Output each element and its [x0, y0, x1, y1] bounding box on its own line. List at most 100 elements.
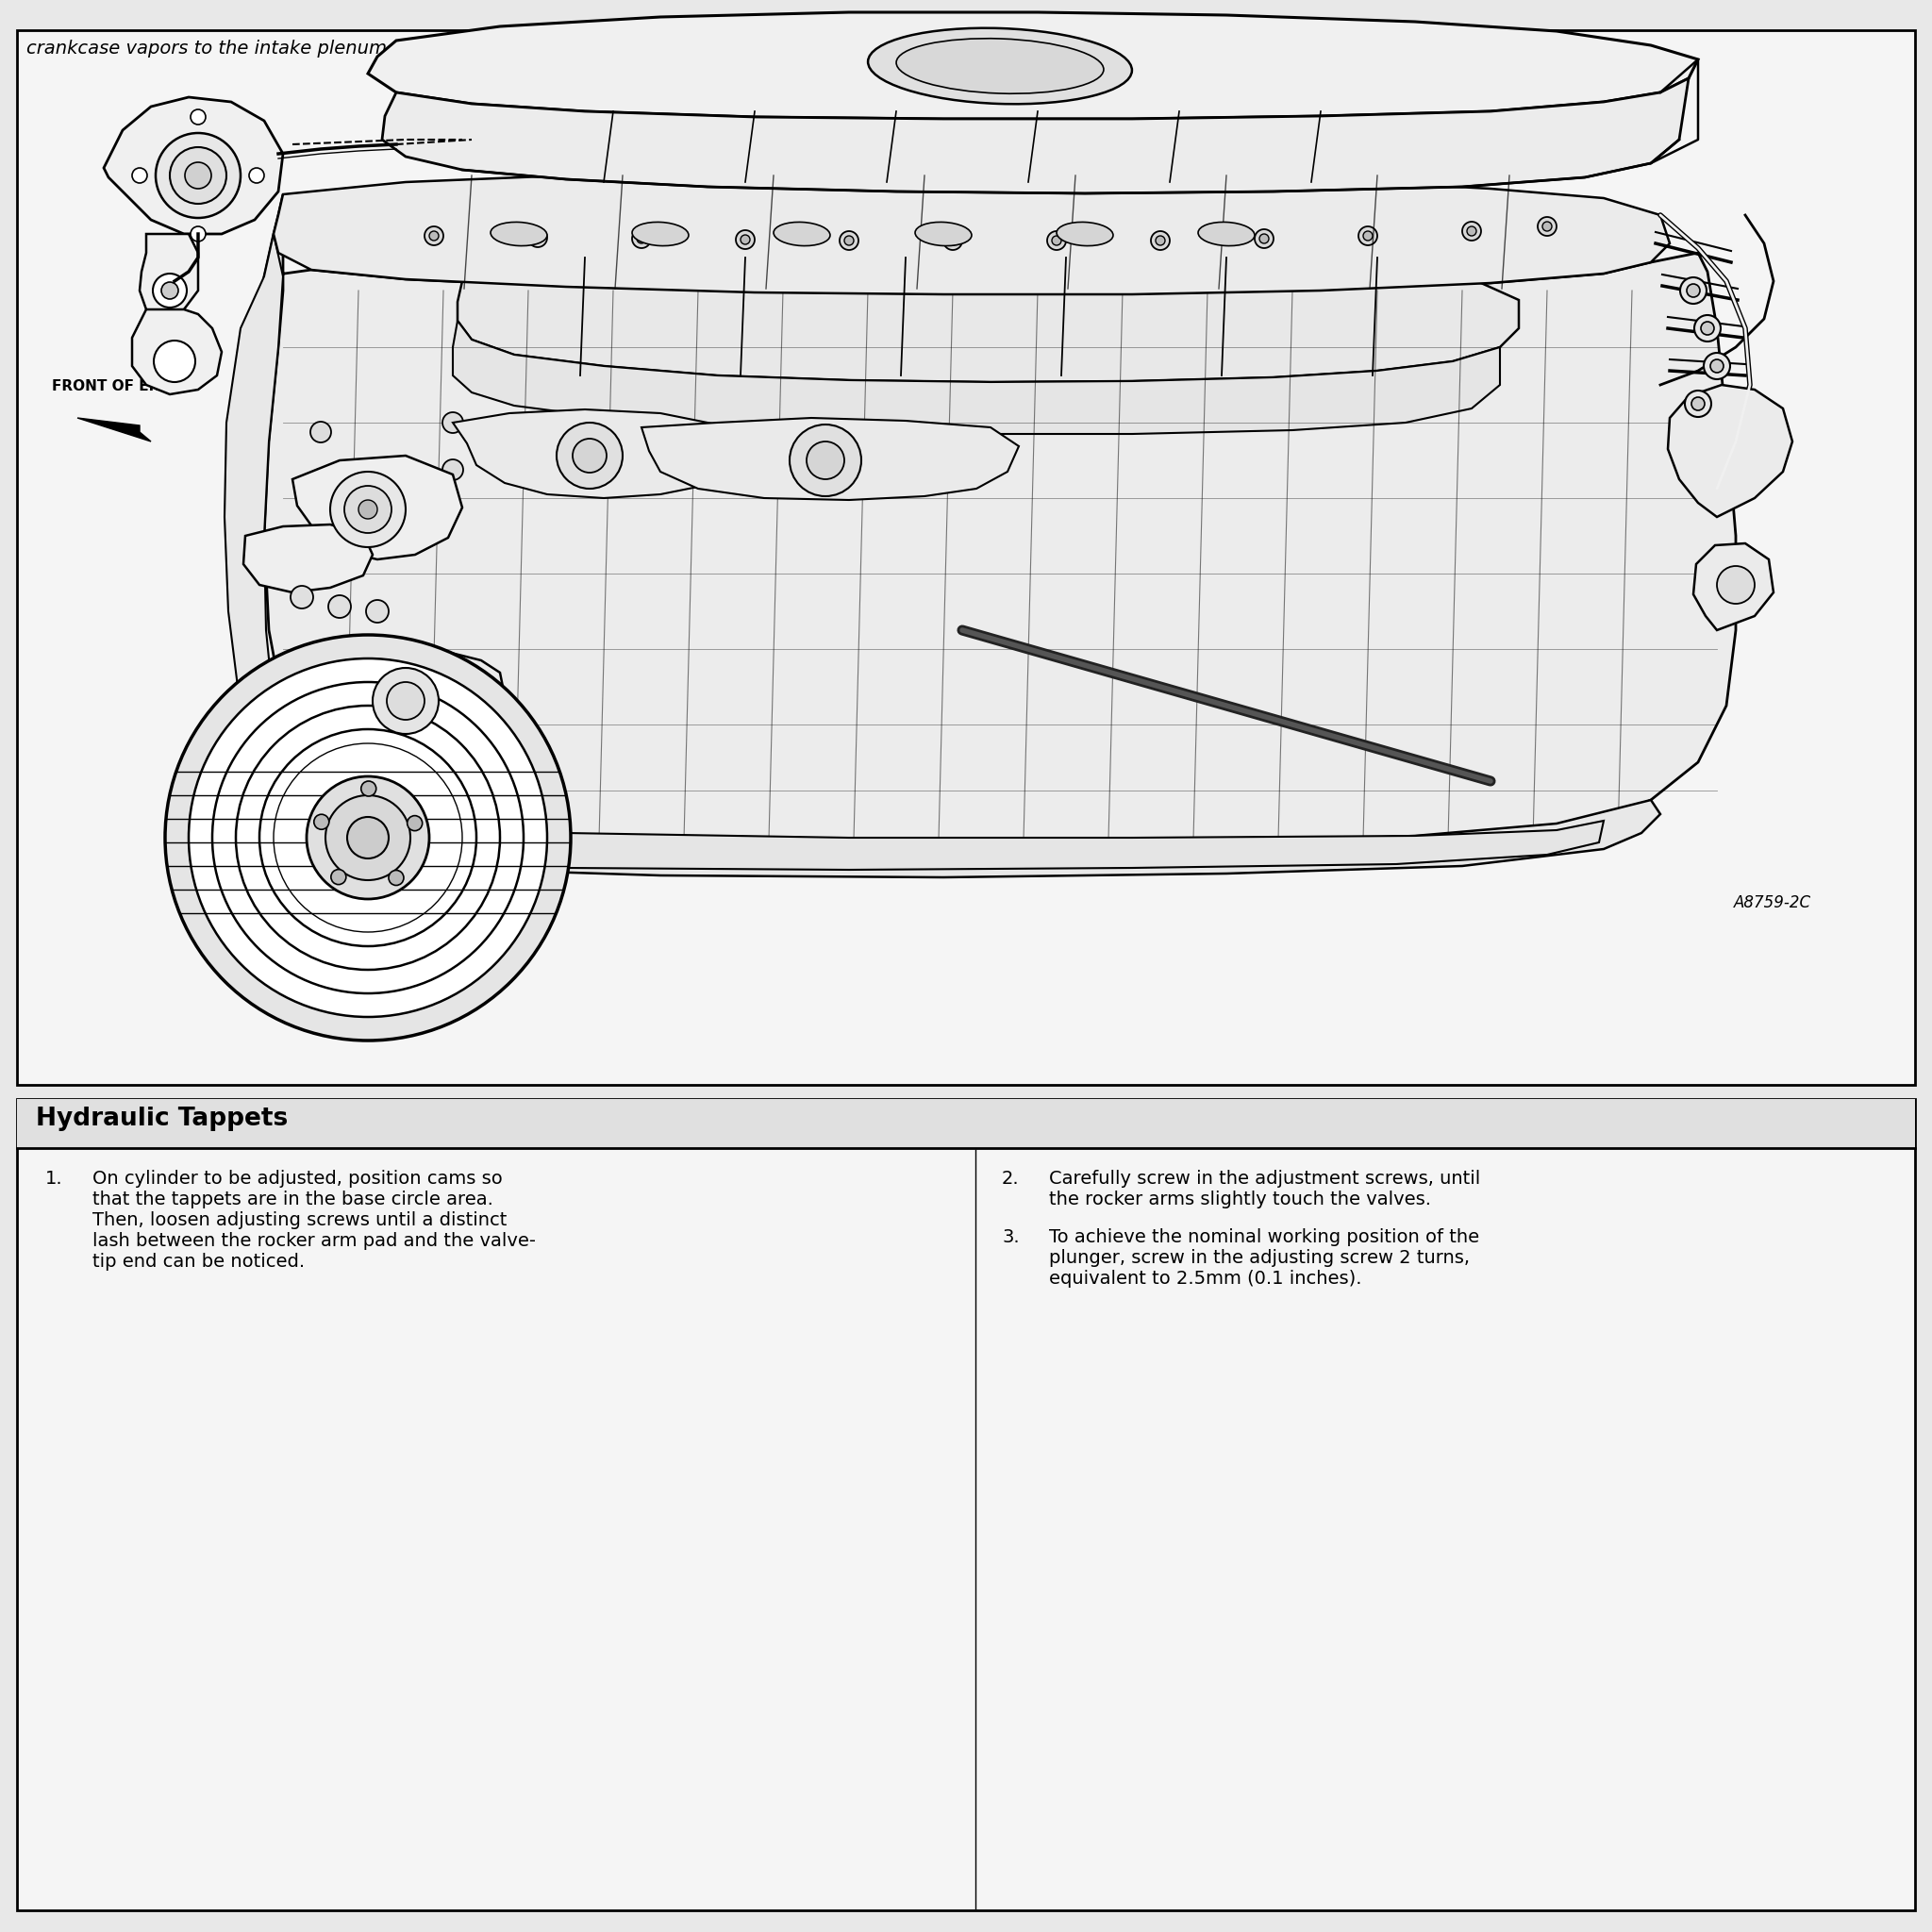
Polygon shape: [325, 821, 1604, 869]
Circle shape: [1694, 315, 1721, 342]
Circle shape: [170, 147, 226, 203]
Circle shape: [311, 421, 330, 442]
Circle shape: [328, 595, 352, 618]
Circle shape: [1047, 232, 1066, 249]
Circle shape: [328, 661, 342, 674]
Circle shape: [1151, 232, 1169, 249]
Text: 2.: 2.: [1003, 1169, 1020, 1188]
Polygon shape: [224, 234, 292, 806]
Text: the rocker arms slightly touch the valves.: the rocker arms slightly touch the valve…: [1049, 1190, 1432, 1208]
Polygon shape: [458, 255, 1519, 383]
Circle shape: [1710, 359, 1723, 373]
Circle shape: [632, 230, 651, 247]
Circle shape: [313, 815, 328, 829]
Bar: [17, 31, 1915, 1086]
Circle shape: [381, 726, 394, 740]
Ellipse shape: [1057, 222, 1113, 245]
Circle shape: [417, 736, 431, 750]
Circle shape: [348, 817, 388, 858]
Polygon shape: [383, 79, 1689, 193]
Circle shape: [388, 869, 404, 885]
Circle shape: [556, 423, 622, 489]
Circle shape: [330, 471, 406, 547]
Polygon shape: [367, 12, 1698, 120]
Text: that the tappets are in the base circle area.: that the tappets are in the base circle …: [93, 1190, 493, 1208]
Circle shape: [533, 234, 543, 242]
Ellipse shape: [916, 222, 972, 245]
Ellipse shape: [632, 222, 688, 245]
Polygon shape: [278, 800, 1660, 877]
Polygon shape: [1667, 384, 1793, 518]
Text: tip end can be noticed.: tip end can be noticed.: [93, 1252, 305, 1271]
Circle shape: [156, 133, 242, 218]
Circle shape: [164, 636, 570, 1041]
Circle shape: [1051, 236, 1061, 245]
Circle shape: [1538, 216, 1557, 236]
Circle shape: [1690, 398, 1704, 410]
Text: lash between the rocker arm pad and the valve-: lash between the rocker arm pad and the …: [93, 1233, 535, 1250]
Text: 1.: 1.: [44, 1169, 64, 1188]
Polygon shape: [243, 524, 373, 593]
Circle shape: [386, 682, 425, 721]
Circle shape: [840, 232, 858, 249]
Circle shape: [429, 232, 439, 242]
Circle shape: [442, 460, 464, 481]
Circle shape: [1260, 234, 1269, 243]
Circle shape: [373, 721, 402, 748]
Circle shape: [361, 781, 377, 796]
Circle shape: [290, 585, 313, 609]
Text: To achieve the nominal working position of the: To achieve the nominal working position …: [1049, 1229, 1480, 1246]
Circle shape: [740, 236, 750, 243]
Circle shape: [1358, 226, 1378, 245]
Circle shape: [160, 282, 178, 299]
Circle shape: [185, 162, 211, 189]
Circle shape: [1687, 284, 1700, 298]
Circle shape: [790, 425, 862, 497]
Ellipse shape: [867, 29, 1132, 104]
Circle shape: [213, 682, 524, 993]
Circle shape: [1542, 222, 1551, 232]
Circle shape: [1466, 226, 1476, 236]
Circle shape: [1254, 230, 1273, 247]
Circle shape: [344, 696, 373, 724]
Polygon shape: [1692, 543, 1774, 630]
Circle shape: [321, 653, 350, 682]
Circle shape: [236, 705, 500, 970]
Circle shape: [408, 815, 423, 831]
Circle shape: [189, 659, 547, 1016]
Text: Then, loosen adjusting screws until a distinct: Then, loosen adjusting screws until a di…: [93, 1211, 506, 1229]
Circle shape: [352, 703, 365, 717]
Polygon shape: [77, 417, 151, 442]
Text: A8759-2C: A8759-2C: [1733, 895, 1812, 912]
Ellipse shape: [773, 222, 831, 245]
Circle shape: [1685, 390, 1712, 417]
Circle shape: [344, 485, 392, 533]
Bar: [17, 1099, 1915, 1148]
Polygon shape: [452, 410, 730, 498]
Polygon shape: [274, 172, 1669, 294]
Polygon shape: [265, 195, 1735, 846]
Circle shape: [325, 796, 410, 881]
Text: FRONT OF ENGINE: FRONT OF ENGINE: [52, 381, 199, 394]
Circle shape: [736, 230, 755, 249]
Circle shape: [311, 469, 330, 489]
Circle shape: [1700, 323, 1714, 334]
Polygon shape: [242, 647, 504, 753]
Circle shape: [844, 236, 854, 245]
Ellipse shape: [491, 222, 547, 245]
Text: equivalent to 2.5mm (0.1 inches).: equivalent to 2.5mm (0.1 inches).: [1049, 1269, 1362, 1289]
Polygon shape: [139, 234, 199, 315]
Circle shape: [1463, 222, 1482, 242]
Polygon shape: [292, 456, 462, 560]
Circle shape: [806, 442, 844, 479]
Text: Hydraulic Tappets: Hydraulic Tappets: [37, 1107, 288, 1130]
Circle shape: [1681, 278, 1706, 303]
Circle shape: [259, 728, 477, 947]
Circle shape: [442, 412, 464, 433]
Circle shape: [249, 168, 265, 184]
Circle shape: [943, 232, 962, 249]
Circle shape: [373, 668, 439, 734]
Ellipse shape: [896, 39, 1103, 93]
Circle shape: [1718, 566, 1754, 603]
Circle shape: [365, 601, 388, 622]
